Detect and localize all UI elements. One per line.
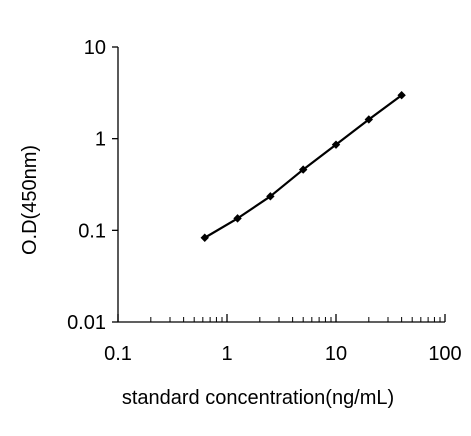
x-tick-label: 10 <box>325 343 347 365</box>
x-tick-label: 0.1 <box>104 343 132 365</box>
x-axis-label: standard concentration(ng/mL) <box>122 387 394 409</box>
plot-area <box>200 90 406 242</box>
data-point-marker <box>233 214 242 223</box>
data-point-marker <box>331 140 341 149</box>
y-tick-label: 0.01 <box>67 312 106 334</box>
data-point-marker <box>364 115 374 124</box>
y-axis-label: O.D(450nm) <box>19 145 41 255</box>
y-tick-label: 10 <box>84 37 106 59</box>
y-tick-label: 0.1 <box>78 220 106 242</box>
y-tick-label: 1 <box>95 129 106 151</box>
x-tick-label: 100 <box>428 343 461 365</box>
y-axis: 0.01 0.1 1 10 <box>67 37 119 334</box>
x-tick-label: 1 <box>221 343 232 365</box>
data-point-marker <box>298 165 308 174</box>
x-axis: 0.1 1 10 100 <box>104 314 462 365</box>
data-point-marker <box>266 192 275 201</box>
data-point-marker <box>397 90 406 100</box>
data-point-marker <box>200 233 209 242</box>
